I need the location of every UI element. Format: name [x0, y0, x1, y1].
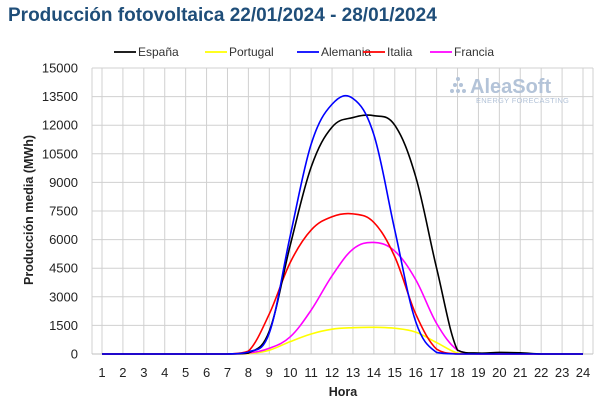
y-tick-label: 6000 [49, 232, 78, 247]
series-line-portugal [101, 326, 583, 355]
y-tick-label: 12000 [42, 118, 78, 133]
x-axis-label: Hora [329, 385, 359, 399]
x-tick-label: 24 [576, 365, 590, 380]
x-tick-label: 14 [367, 365, 381, 380]
x-axis-ticks: 1 2 3 4 5 6 7 8 9 10 11 12 13 14 15 16 17 18 19 20 21 22 23 24 [98, 365, 590, 380]
x-tick-label: 18 [450, 365, 464, 380]
legend-label: Alemania [321, 45, 371, 59]
y-axis-label: Producción media (MWh) [22, 135, 36, 285]
series-line-españa [101, 114, 583, 355]
y-tick-label: 3000 [49, 289, 78, 304]
x-tick-label: 21 [513, 365, 527, 380]
y-tick-label: 10500 [42, 146, 78, 161]
x-tick-label: 12 [325, 365, 339, 380]
x-tick-label: 23 [555, 365, 569, 380]
y-tick-label: 9000 [49, 175, 78, 190]
y-tick-label: 7500 [49, 204, 78, 219]
series-line-italia [101, 212, 583, 355]
x-tick-label: 9 [266, 365, 273, 380]
x-tick-label: 8 [245, 365, 252, 380]
x-tick-label: 20 [492, 365, 506, 380]
legend: España Portugal Alemania Italia Francia [114, 45, 494, 59]
chart-title: Producción fotovoltaica 22/01/2024 - 28/… [8, 5, 437, 26]
y-tick-label: 0 [71, 347, 78, 362]
x-tick-label: 10 [283, 365, 297, 380]
y-tick-label: 15000 [42, 61, 78, 76]
series-lines [101, 94, 583, 355]
x-tick-label: 6 [203, 365, 210, 380]
grid-lines [91, 67, 594, 355]
y-tick-label: 1500 [49, 318, 78, 333]
aleasoft-dots-icon [450, 77, 466, 93]
legend-label: Francia [454, 45, 494, 59]
x-tick-label: 13 [346, 365, 360, 380]
x-tick-label: 4 [161, 365, 168, 380]
y-tick-label: 4500 [49, 261, 78, 276]
legend-label: Italia [387, 45, 413, 59]
x-tick-label: 19 [471, 365, 485, 380]
series-line-alemania [101, 94, 583, 355]
series-line-francia [101, 241, 583, 355]
x-tick-label: 15 [388, 365, 402, 380]
watermark-tagline: ENERGY FORECASTING [476, 96, 569, 105]
y-axis-ticks: 0 1500 3000 4500 6000 7500 9000 10500 12000 13500… [42, 61, 78, 362]
x-tick-label: 11 [304, 365, 318, 380]
watermark-logo: AleaSoft ENERGY FORECASTING [450, 76, 569, 105]
x-tick-label: 7 [224, 365, 231, 380]
x-tick-label: 2 [119, 365, 126, 380]
y-tick-label: 13500 [42, 89, 78, 104]
x-tick-label: 3 [140, 365, 147, 380]
legend-label: Portugal [229, 45, 274, 59]
legend-label: España [138, 45, 179, 59]
x-tick-label: 16 [408, 365, 422, 380]
x-tick-label: 5 [182, 365, 189, 380]
x-tick-label: 22 [534, 365, 548, 380]
x-tick-label: 1 [98, 365, 105, 380]
x-tick-label: 17 [429, 365, 443, 380]
watermark-brand: AleaSoft [470, 76, 551, 98]
